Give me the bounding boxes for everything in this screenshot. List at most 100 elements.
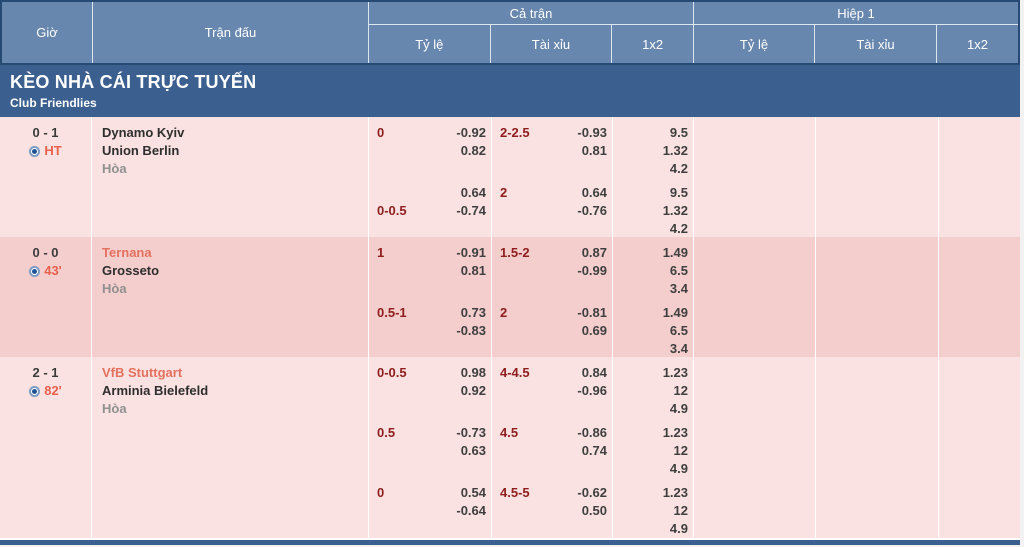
odds-value[interactable]: -0.99 bbox=[577, 263, 607, 278]
ft-1x2-cell[interactable]: 1.49 6.5 3.4 bbox=[613, 297, 694, 360]
odds-value[interactable]: 0.50 bbox=[581, 503, 607, 518]
live-score: 0 - 1 bbox=[32, 125, 59, 140]
odds-value[interactable]: -0.83 bbox=[456, 323, 486, 338]
odds-value[interactable]: 0.81 bbox=[460, 263, 486, 278]
odds-value[interactable]: 12 bbox=[673, 503, 688, 518]
away-team-name[interactable]: Grosseto bbox=[102, 263, 160, 278]
odds-value[interactable]: -0.76 bbox=[577, 203, 607, 218]
ft-over-under-cell[interactable]: 1.5-2 0.87 -0.99 bbox=[492, 237, 613, 300]
ft-handicap-cell[interactable]: 0.5-1 0.73 -0.83 bbox=[369, 297, 492, 360]
match-teams-cell: Dynamo Kyiv Union Berlin Hòa bbox=[92, 117, 369, 180]
ft-handicap-cell[interactable]: 0-0.5 0.98 0.92 bbox=[369, 357, 492, 420]
odds-value[interactable]: 9.5 bbox=[669, 185, 688, 200]
odds-value[interactable]: 9.5 bbox=[669, 125, 688, 140]
odds-value[interactable]: 1.32 bbox=[662, 143, 688, 158]
match-time-cell: 0 - 0 43' bbox=[0, 237, 92, 300]
ft-handicap-cell[interactable]: 0.64 0-0.5 -0.74 bbox=[369, 177, 492, 240]
match-teams-cell bbox=[92, 297, 369, 360]
home-team-name[interactable]: VfB Stuttgart bbox=[102, 365, 183, 380]
ft-handicap-cell[interactable]: 1 -0.91 0.81 bbox=[369, 237, 492, 300]
ft-1x2-cell[interactable]: 1.23 12 4.9 bbox=[613, 417, 694, 480]
ft-over-under-cell[interactable]: 4.5-5 -0.62 0.50 bbox=[492, 477, 613, 540]
ft-1x2-cell[interactable]: 1.23 12 4.9 bbox=[613, 357, 694, 420]
odds-value[interactable]: 0.74 bbox=[581, 443, 607, 458]
odds-value[interactable]: 0.84 bbox=[581, 365, 607, 380]
column-header-ft-over-under: Tài xỉu bbox=[491, 25, 613, 63]
ft-over-under-cell[interactable]: 4.5 -0.86 0.74 bbox=[492, 417, 613, 480]
column-header-time: Giờ bbox=[2, 2, 93, 63]
odds-value[interactable]: 3.4 bbox=[669, 281, 688, 296]
odds-value[interactable]: 1.49 bbox=[662, 245, 688, 260]
home-team-name[interactable]: Dynamo Kyiv bbox=[102, 125, 185, 140]
odds-value[interactable]: -0.64 bbox=[456, 503, 486, 518]
odds-value[interactable]: 12 bbox=[673, 383, 688, 398]
odds-value[interactable]: 1.32 bbox=[662, 203, 688, 218]
h1-handicap-cell bbox=[694, 477, 816, 540]
odds-value[interactable]: 3.4 bbox=[669, 341, 688, 356]
odds-value[interactable]: -0.93 bbox=[577, 125, 607, 140]
odds-value[interactable]: 1.23 bbox=[662, 425, 688, 440]
odds-value[interactable]: 1.23 bbox=[662, 485, 688, 500]
odds-value[interactable]: 0.64 bbox=[581, 185, 607, 200]
ft-handicap-cell[interactable]: 0 0.54 -0.64 bbox=[369, 477, 492, 540]
odds-value[interactable]: 4.9 bbox=[669, 401, 688, 416]
ft-1x2-cell[interactable]: 1.49 6.5 3.4 bbox=[613, 237, 694, 300]
odds-value[interactable]: -0.73 bbox=[456, 425, 486, 440]
odds-value[interactable]: -0.92 bbox=[456, 125, 486, 140]
match-clock: HT bbox=[44, 143, 62, 158]
odds-value[interactable]: 0.87 bbox=[581, 245, 607, 260]
h1-over-under-cell bbox=[816, 477, 939, 540]
match-teams-cell: Ternana Grosseto Hòa bbox=[92, 237, 369, 300]
odds-value[interactable]: -0.62 bbox=[577, 485, 607, 500]
odds-value[interactable]: 0.98 bbox=[460, 365, 486, 380]
h1-over-under-cell bbox=[816, 297, 939, 360]
ft-over-under-cell[interactable]: 2 -0.81 0.69 bbox=[492, 297, 613, 360]
odds-value[interactable]: 0.73 bbox=[460, 305, 486, 320]
handicap-line: 0.5-1 bbox=[377, 305, 407, 320]
odds-value[interactable]: -0.86 bbox=[577, 425, 607, 440]
ft-1x2-cell[interactable]: 1.23 12 4.9 bbox=[613, 477, 694, 540]
ft-1x2-cell[interactable]: 9.5 1.32 4.2 bbox=[613, 177, 694, 240]
odds-value[interactable]: 6.5 bbox=[669, 263, 688, 278]
odds-value[interactable]: 0.82 bbox=[460, 143, 486, 158]
odds-value[interactable]: 4.2 bbox=[669, 161, 688, 176]
odds-value[interactable]: -0.74 bbox=[456, 203, 486, 218]
odds-value[interactable]: 1.23 bbox=[662, 365, 688, 380]
h1-over-under-cell bbox=[816, 237, 939, 300]
ft-over-under-cell[interactable]: 2-2.5 -0.93 0.81 bbox=[492, 117, 613, 180]
odds-value[interactable]: 0.92 bbox=[460, 383, 486, 398]
ft-over-under-cell[interactable]: 2 0.64 -0.76 bbox=[492, 177, 613, 240]
odds-value[interactable]: 6.5 bbox=[669, 323, 688, 338]
odds-value[interactable]: 4.2 bbox=[669, 221, 688, 236]
odds-value[interactable]: 0.63 bbox=[460, 443, 486, 458]
league-name: Club Friendlies bbox=[10, 96, 97, 110]
h1-handicap-cell bbox=[694, 357, 816, 420]
odds-value[interactable]: -0.96 bbox=[577, 383, 607, 398]
match-teams-cell bbox=[92, 417, 369, 480]
ft-handicap-cell[interactable]: 0.5 -0.73 0.63 bbox=[369, 417, 492, 480]
odds-value[interactable]: 0.69 bbox=[581, 323, 607, 338]
away-team-name[interactable]: Union Berlin bbox=[102, 143, 180, 158]
ft-over-under-cell[interactable]: 4-4.5 0.84 -0.96 bbox=[492, 357, 613, 420]
odds-value[interactable]: 0.54 bbox=[460, 485, 486, 500]
table-header: Giờ Trận đấu Cả trận Tỷ lệ Tài xỉu 1x2 H… bbox=[0, 0, 1020, 65]
match-teams-cell: VfB Stuttgart Arminia Bielefeld Hòa bbox=[92, 357, 369, 420]
odds-subrow: 0 - 0 43' Ternana Grosseto Hòa 1 -0.91 0.… bbox=[0, 237, 1020, 300]
odds-value[interactable]: -0.91 bbox=[456, 245, 486, 260]
total-line: 2 bbox=[500, 185, 508, 200]
ft-handicap-cell[interactable]: 0 -0.92 0.82 bbox=[369, 117, 492, 180]
ft-1x2-cell[interactable]: 9.5 1.32 4.2 bbox=[613, 117, 694, 180]
odds-value[interactable]: 12 bbox=[673, 443, 688, 458]
odds-value[interactable]: 0.64 bbox=[460, 185, 486, 200]
handicap-line: 0-0.5 bbox=[377, 203, 407, 218]
odds-value[interactable]: -0.81 bbox=[577, 305, 607, 320]
h1-handicap-cell bbox=[694, 117, 816, 180]
odds-value[interactable]: 4.9 bbox=[669, 521, 688, 536]
odds-value[interactable]: 0.81 bbox=[581, 143, 607, 158]
odds-value[interactable]: 1.49 bbox=[662, 305, 688, 320]
live-indicator-icon bbox=[29, 385, 41, 397]
away-team-name[interactable]: Arminia Bielefeld bbox=[102, 383, 209, 398]
odds-value[interactable]: 4.9 bbox=[669, 461, 688, 476]
home-team-name[interactable]: Ternana bbox=[102, 245, 152, 260]
odds-subrow: 0.5-1 0.73 -0.83 2 -0.81 0.69 1.49 6.5 3.4 bbox=[0, 297, 1020, 360]
